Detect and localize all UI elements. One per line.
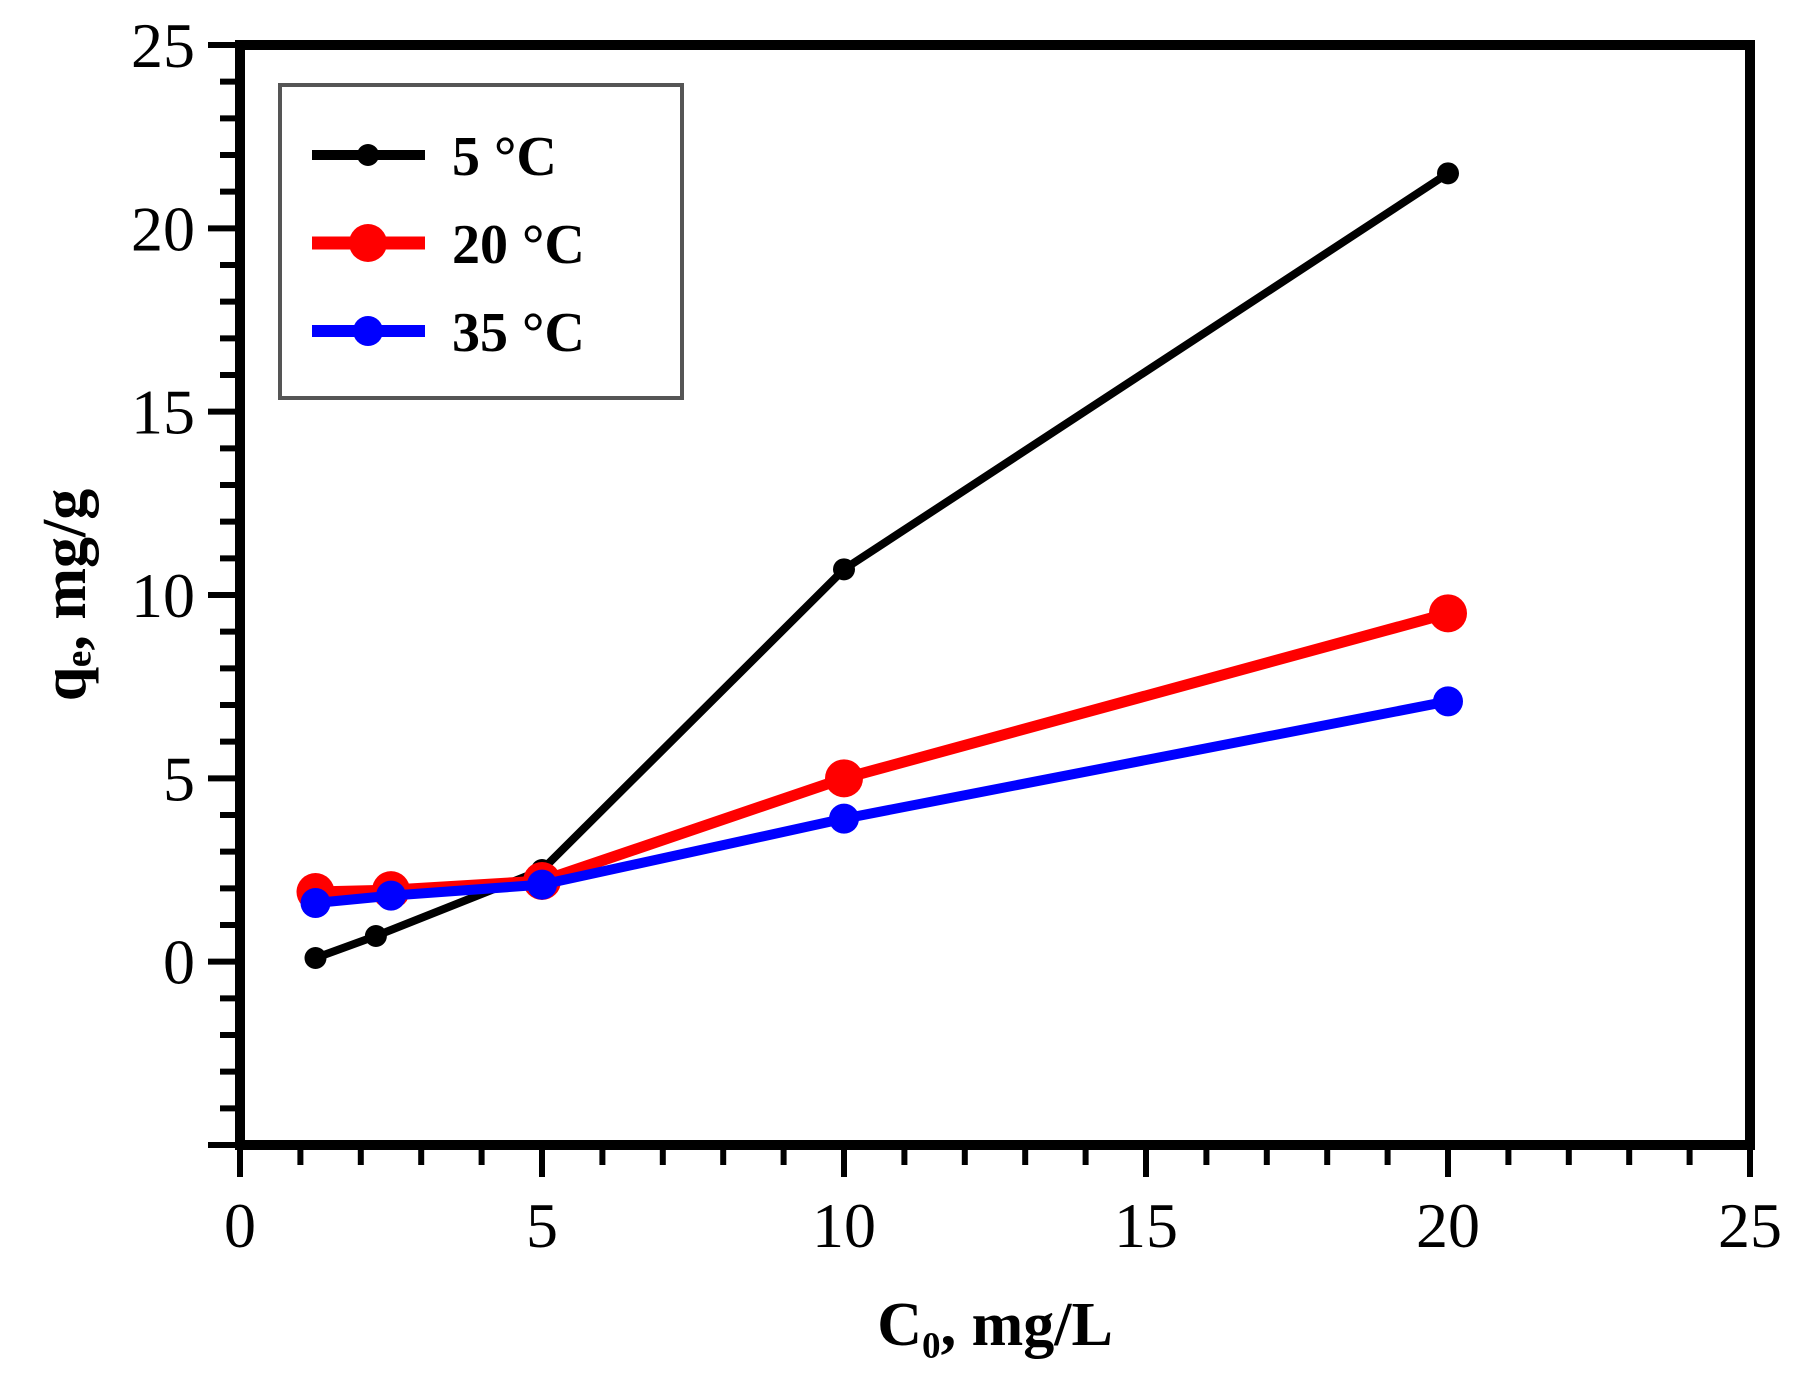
legend-item: 35 °C — [312, 302, 585, 364]
legend-label: 35 °C — [452, 302, 585, 364]
x-tick-label: 5 — [526, 1190, 558, 1261]
y-axis-title: qₑ, mg/g — [31, 489, 99, 701]
data-point — [1433, 686, 1463, 717]
y-tick-label: 0 — [163, 927, 195, 998]
y-tick-label: 5 — [163, 743, 195, 814]
data-point — [829, 803, 859, 834]
y-tick-label: 20 — [131, 193, 195, 264]
data-point — [1437, 162, 1459, 185]
legend-marker — [349, 224, 387, 262]
data-point — [304, 947, 327, 969]
x-tick-label: 15 — [1114, 1190, 1178, 1261]
data-point — [825, 759, 863, 798]
data-point — [1429, 594, 1467, 633]
legend-items: 5 °C 20 °C 35 °C — [312, 126, 585, 364]
x-axis-title: C₀, mg/L — [877, 1291, 1113, 1359]
legend-item: 5 °C — [312, 126, 557, 188]
data-point — [833, 558, 855, 581]
data-point — [364, 925, 387, 947]
legend-marker — [353, 316, 383, 346]
y-tick-label: 25 — [131, 10, 195, 81]
y-tick-label: 15 — [131, 377, 195, 448]
legend-label: 20 °C — [452, 214, 585, 276]
legend: 5 °C 20 °C 35 °C — [278, 83, 684, 400]
ticks-layer — [208, 42, 1753, 1177]
series-2 — [300, 686, 1463, 918]
x-tick-label: 20 — [1416, 1190, 1480, 1261]
data-point — [300, 888, 331, 918]
legend-marker — [357, 144, 379, 166]
legend-label: 5 °C — [452, 126, 557, 188]
y-tick-label: 10 — [131, 560, 195, 631]
data-point — [376, 880, 406, 911]
tick-labels-layer: 0 5 10 15 20 25 0 5 10 15 20 25 — [131, 10, 1782, 1261]
x-tick-label: 0 — [224, 1190, 256, 1261]
x-tick-label: 10 — [812, 1190, 876, 1261]
series-layer — [296, 162, 1467, 969]
legend-item: 20 °C — [312, 214, 585, 276]
x-tick-label: 25 — [1718, 1190, 1782, 1261]
data-point — [527, 869, 557, 900]
